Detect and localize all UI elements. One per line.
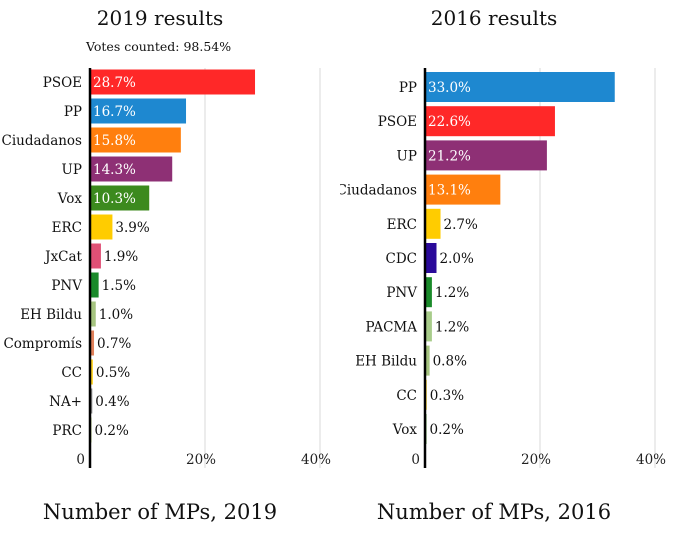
data-label: 0.4%: [95, 394, 129, 410]
bar: [90, 185, 150, 211]
data-label: 1.2%: [435, 319, 469, 335]
bar: [90, 359, 93, 385]
data-label: 0.3%: [430, 388, 464, 404]
data-label: 15.8%: [93, 133, 136, 149]
data-label: 33.0%: [428, 80, 471, 96]
data-label: 10.3%: [93, 191, 136, 207]
data-label: 2.7%: [444, 217, 478, 233]
bar: [425, 106, 555, 137]
data-label: 1.0%: [99, 307, 133, 323]
footer-2019: Number of MPs, 2019: [42, 500, 278, 524]
bar: [90, 127, 181, 153]
data-label: 16.7%: [93, 104, 136, 120]
bar: [425, 311, 432, 342]
category-label: ERC: [387, 217, 417, 233]
category-label: PP: [399, 80, 417, 96]
category-label: NA+: [49, 394, 82, 410]
data-label: 1.2%: [435, 285, 469, 301]
data-label: 2.0%: [440, 251, 474, 267]
category-label: Ciudadanos: [340, 183, 417, 199]
bar: [425, 72, 615, 102]
data-label: 1.5%: [102, 278, 136, 294]
data-label: 22.6%: [428, 114, 471, 130]
category-label: Compromís: [3, 336, 82, 352]
category-label: Vox: [57, 191, 83, 207]
category-label: PNV: [386, 285, 417, 301]
category-label: CC: [396, 388, 417, 404]
category-label: PNV: [51, 278, 82, 294]
x-tick-label: 20%: [186, 452, 216, 468]
category-label: CC: [61, 365, 82, 381]
category-label: UP: [397, 148, 417, 164]
chart-title-2019: 2019 results: [96, 6, 224, 30]
x-tick-label: 40%: [301, 452, 331, 468]
category-label: PSOE: [43, 75, 82, 91]
bar: [90, 272, 99, 298]
category-label: ERC: [52, 220, 82, 236]
x-tick-label: 0: [76, 452, 85, 468]
data-label: 3.9%: [115, 220, 149, 236]
bar: [425, 208, 441, 239]
votes-counted-subtitle: Votes counted: 98.54%: [86, 39, 232, 54]
bar: [425, 174, 501, 205]
data-label: 28.7%: [93, 75, 136, 91]
category-label: Ciudadanos: [2, 133, 83, 149]
data-label: 14.3%: [93, 162, 136, 178]
data-label: 0.2%: [95, 423, 129, 439]
footer-2016: Number of MPs, 2016: [376, 500, 612, 524]
category-label: Vox: [392, 422, 418, 438]
category-label: UP: [62, 162, 82, 178]
category-label: CDC: [386, 251, 417, 267]
x-tick-label: 0: [411, 452, 420, 468]
category-label: EH Bildu: [20, 307, 82, 323]
chart-2016: 0 20% 40% PP 33.0% PSOE 22.6% UP 21.2% Ciudadanos…: [340, 68, 666, 468]
data-label: 13.1%: [428, 183, 471, 199]
bar: [90, 98, 187, 124]
data-label: 0.7%: [97, 336, 131, 352]
data-label: 21.2%: [428, 148, 471, 164]
bar: [425, 140, 547, 171]
chart-2019: 0 20% 40% PSOE 28.7% PP 16.7% Ciudadanos 15.8% UP…: [2, 68, 331, 468]
bar: [90, 214, 113, 240]
bar: [425, 243, 437, 273]
category-label: PSOE: [378, 114, 417, 130]
bar: [90, 243, 101, 269]
data-label: 0.5%: [96, 365, 130, 381]
category-label: JxCat: [43, 249, 82, 265]
x-tick-label: 40%: [636, 452, 666, 468]
bar: [425, 277, 432, 308]
data-label: 0.8%: [433, 354, 467, 370]
category-label: PRC: [52, 423, 82, 439]
data-label: 1.9%: [104, 249, 138, 265]
bar: [90, 156, 173, 182]
category-label: PP: [64, 104, 82, 120]
x-tick-label: 20%: [521, 452, 551, 468]
bar: [90, 330, 95, 356]
bar: [425, 345, 430, 376]
bar: [90, 69, 256, 95]
data-label: 0.2%: [430, 422, 464, 438]
bar: [90, 301, 96, 327]
category-label: PACMA: [366, 319, 418, 335]
category-label: EH Bildu: [355, 354, 417, 370]
chart-title-2016: 2016 results: [430, 6, 558, 30]
